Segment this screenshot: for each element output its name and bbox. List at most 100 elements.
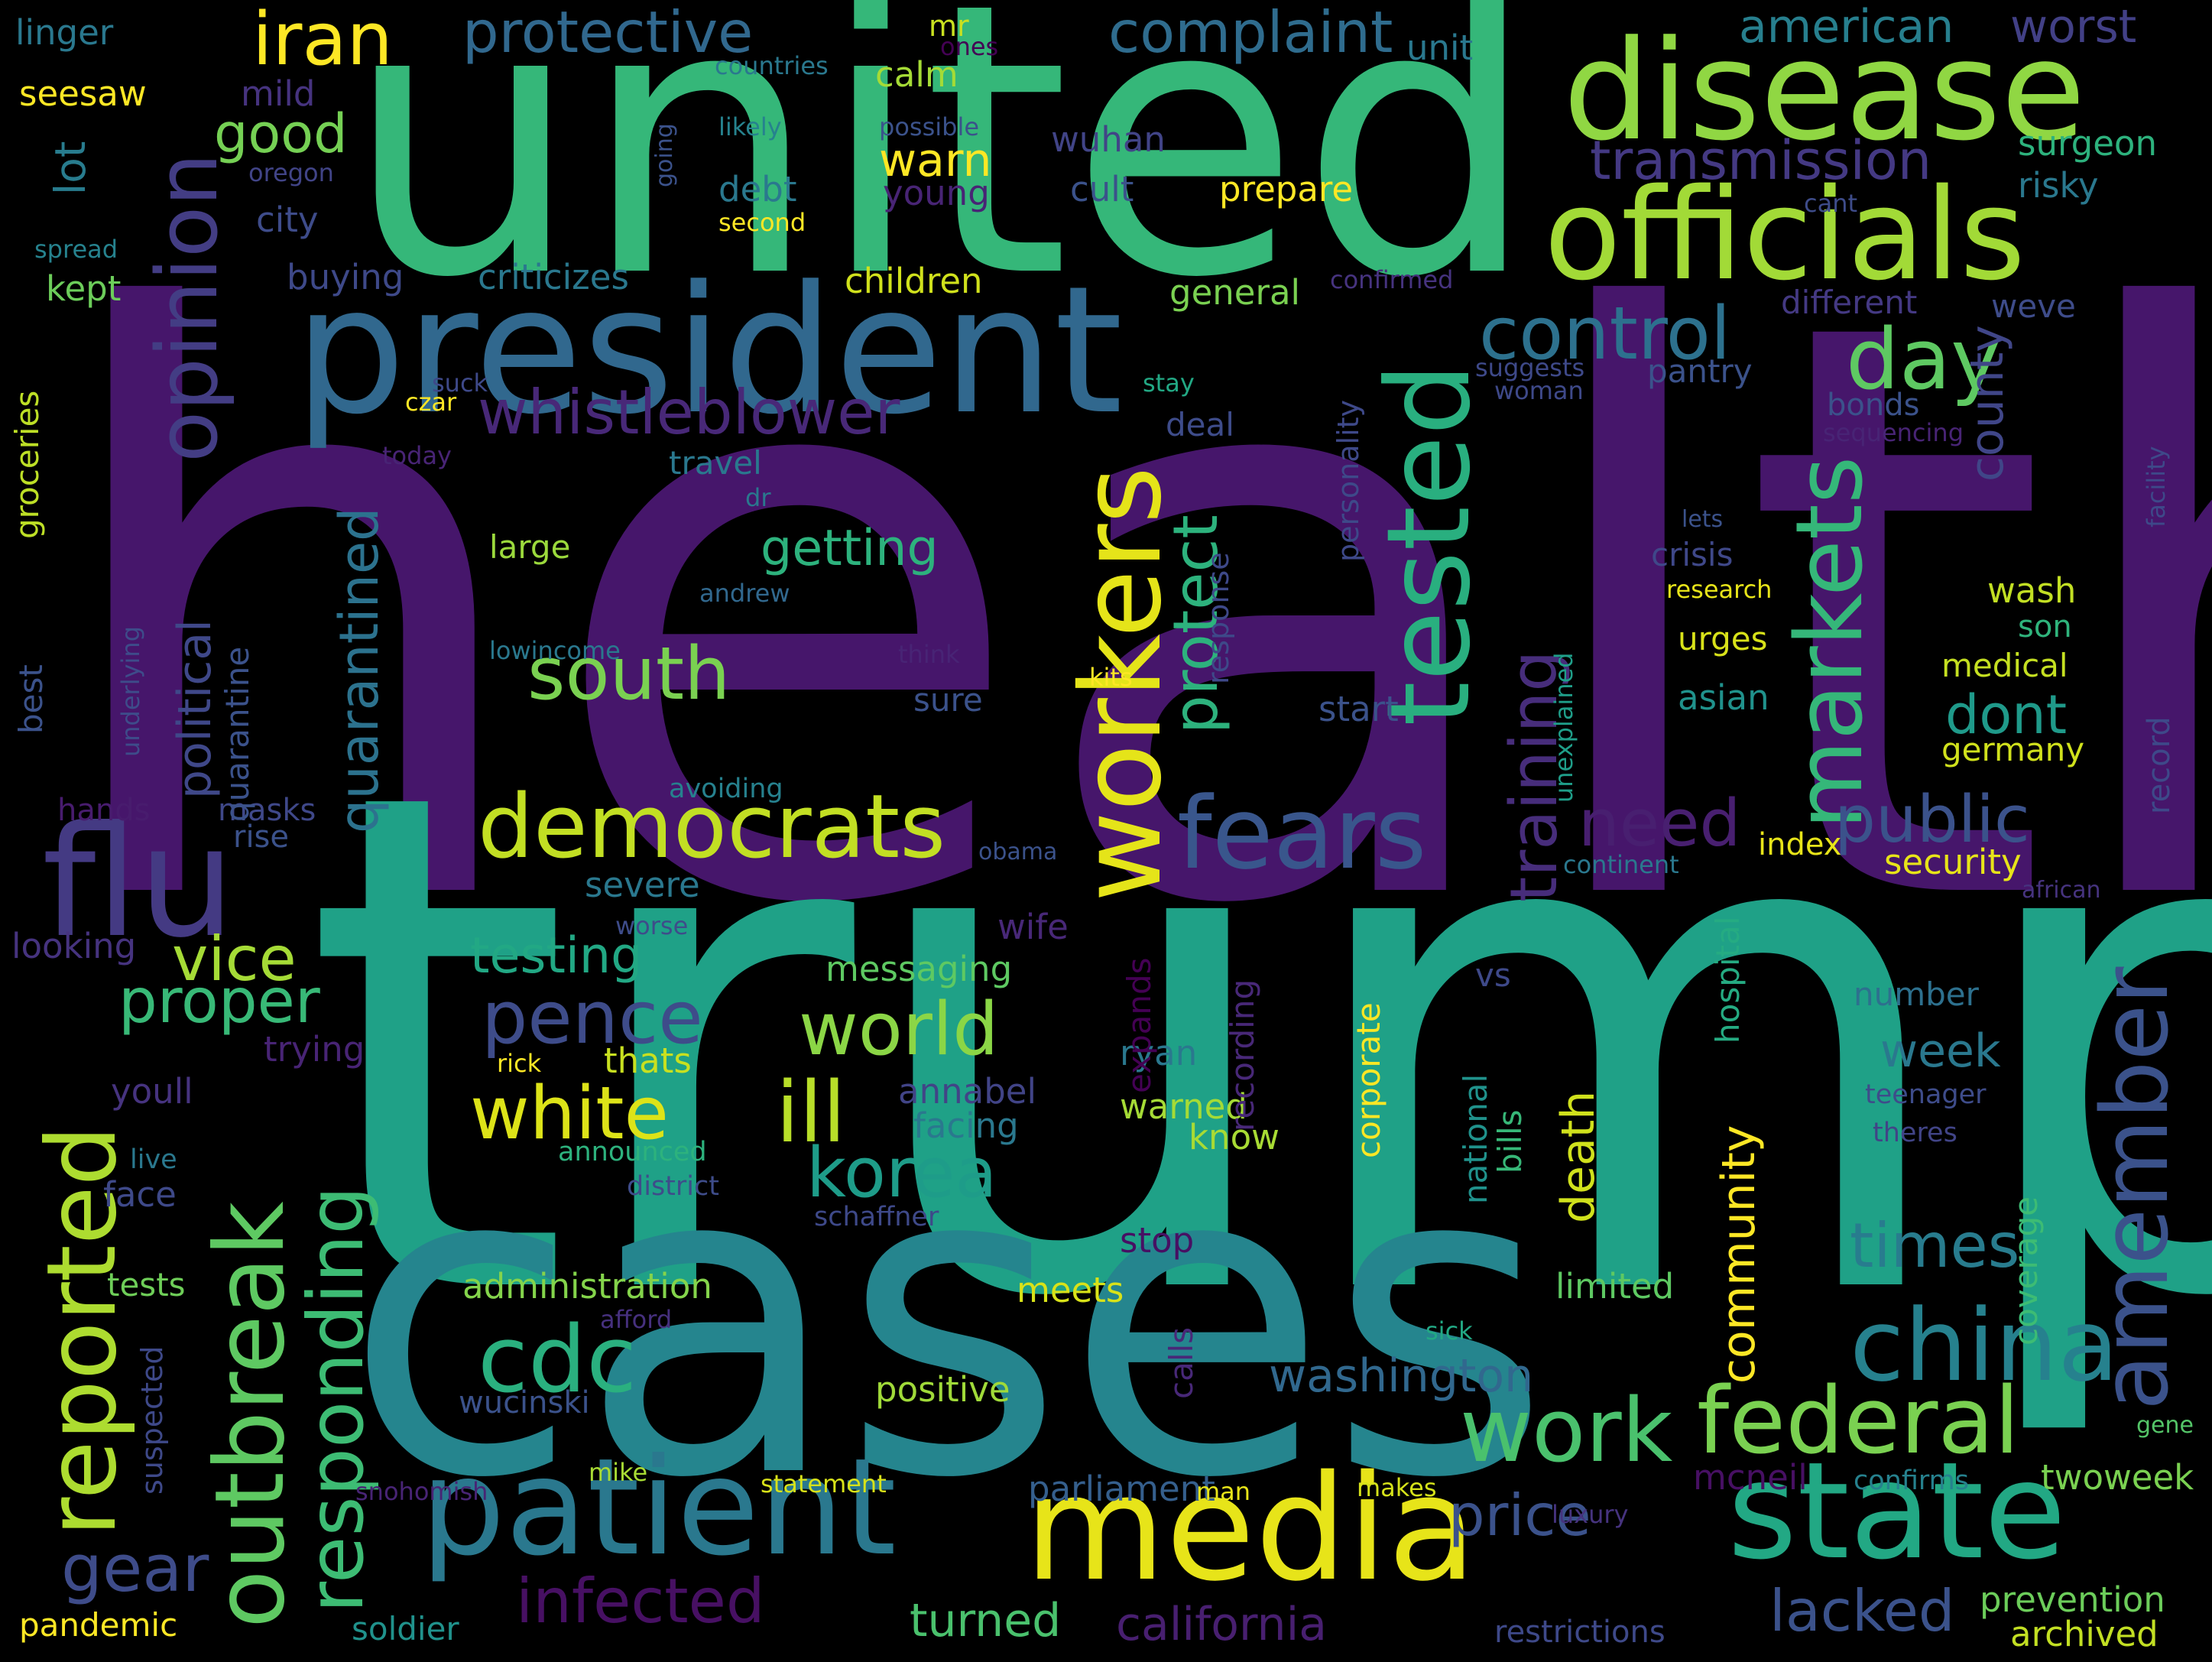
word: control — [1479, 292, 1731, 376]
word: personality — [1331, 399, 1365, 562]
word: city — [256, 200, 319, 240]
word: american — [1739, 0, 1954, 54]
word: protective — [462, 0, 754, 66]
word: price — [1448, 1482, 1591, 1549]
word: lets — [1682, 506, 1724, 533]
word: germany — [1941, 731, 2085, 768]
word: know — [1189, 1117, 1280, 1157]
word: testing — [470, 927, 643, 985]
word: officials — [1544, 161, 2026, 308]
word: national — [1457, 1073, 1494, 1204]
word: twoweek — [2041, 1457, 2194, 1498]
word: facing — [913, 1105, 1019, 1146]
word: unexplained — [1549, 652, 1578, 803]
word: asian — [1678, 677, 1769, 718]
word: crisis — [1651, 536, 1734, 573]
word: whistleblower — [478, 377, 900, 448]
word: amember — [2083, 966, 2189, 1411]
word: transmission — [1590, 129, 1932, 192]
word: seesaw — [19, 73, 147, 114]
word: times — [1850, 1210, 2020, 1281]
word: kits — [1089, 663, 1133, 692]
word: suck — [432, 368, 488, 398]
word: announced — [558, 1137, 707, 1167]
word: restrictions — [1494, 1615, 1665, 1650]
word: facility — [2142, 446, 2171, 527]
word: county — [1961, 325, 2014, 482]
word: ill — [776, 1063, 846, 1161]
word: calls — [1163, 1326, 1200, 1399]
word: rick — [497, 1049, 542, 1078]
word: disease — [1563, 11, 2086, 171]
word: confirms — [1854, 1466, 1969, 1496]
word: proper — [118, 966, 320, 1037]
word: wife — [997, 907, 1069, 947]
word: makes — [1357, 1473, 1437, 1502]
word: meets — [1017, 1270, 1124, 1310]
word: suspected — [135, 1346, 169, 1495]
word: warned — [1120, 1086, 1247, 1127]
word: weve — [1991, 287, 2076, 325]
word: vice — [172, 924, 297, 995]
word: pandemic — [19, 1606, 178, 1644]
word: president — [294, 249, 1124, 453]
word: gear — [61, 1531, 209, 1607]
word: cases — [344, 1073, 1552, 1572]
word: administration — [462, 1266, 712, 1307]
word: response — [1202, 552, 1235, 684]
word: warn — [879, 134, 992, 187]
word: start — [1318, 689, 1399, 729]
word: ones — [940, 32, 999, 61]
word: democrats — [478, 776, 946, 878]
word: afford — [600, 1305, 673, 1334]
word: buying — [287, 257, 404, 297]
word: number — [1854, 975, 1979, 1013]
word: unit — [1406, 28, 1474, 68]
word: andrew — [699, 579, 790, 608]
word: youll — [111, 1071, 193, 1112]
word: looking — [11, 926, 137, 966]
word: cdc — [478, 1307, 637, 1414]
word: soldier — [352, 1610, 459, 1647]
word: media — [1024, 1444, 1477, 1613]
word: underlying — [116, 625, 145, 757]
word: gene — [2136, 1412, 2194, 1439]
word: responding — [291, 1186, 381, 1613]
word: washington — [1269, 1349, 1534, 1403]
word: theres — [1873, 1118, 1957, 1148]
word: man — [1196, 1477, 1251, 1506]
word: tested — [1363, 362, 1496, 726]
word: calm — [875, 54, 958, 95]
word: cant — [1804, 189, 1858, 218]
word: index — [1758, 827, 1842, 862]
word: community — [1712, 1125, 1766, 1384]
word: groceries — [8, 390, 46, 539]
word: son — [2018, 609, 2072, 644]
word: death — [1552, 1090, 1605, 1223]
word: masks — [218, 793, 316, 828]
word: think — [898, 640, 960, 669]
word: dr — [745, 483, 771, 512]
word: lowincome — [489, 636, 621, 665]
word: day — [1846, 310, 2001, 408]
word: prevention — [1980, 1579, 2165, 1620]
word: large — [489, 528, 571, 566]
word: thats — [604, 1040, 692, 1081]
word: countries — [715, 51, 829, 80]
word: public — [1834, 782, 2030, 858]
word: state — [1727, 1434, 2067, 1589]
word: quarantined — [328, 507, 391, 834]
word: lacked — [1769, 1577, 1955, 1644]
word: risky — [2018, 165, 2099, 206]
word: urges — [1678, 620, 1768, 657]
word: wuhan — [1051, 119, 1166, 160]
word: korea — [806, 1133, 997, 1213]
word: going — [651, 123, 678, 187]
word: mild — [241, 73, 316, 114]
word: mr — [929, 9, 969, 43]
word: health — [38, 153, 2212, 1078]
word: prepare — [1219, 169, 1354, 209]
word: surgeon — [2018, 123, 2157, 164]
word: coverage — [2007, 1196, 2045, 1346]
word: quarantine — [219, 646, 256, 822]
